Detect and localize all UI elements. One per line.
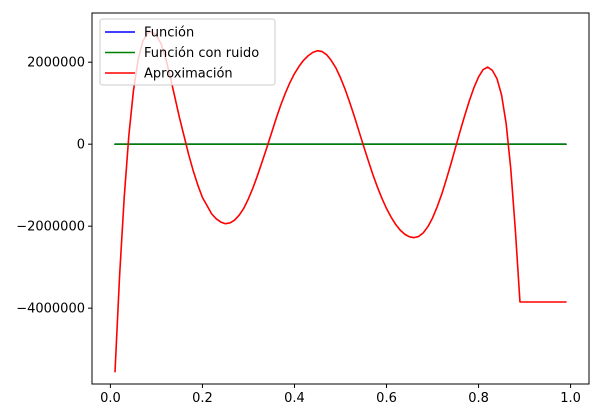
legend-frame — [99, 18, 276, 86]
series-line-2 — [114, 30, 567, 373]
y-tick-label: −2000000 — [16, 220, 85, 235]
x-tick-label: 0.8 — [468, 391, 489, 406]
y-tick-label: 2000000 — [27, 56, 85, 71]
x-tick-label: 0.0 — [100, 391, 121, 406]
y-tick-label: −4000000 — [16, 302, 85, 317]
legend-label-1: Función con ruido — [144, 46, 259, 61]
y-axis-ticks: −4000000 −2000000 0 2000000 — [16, 56, 92, 317]
y-tick-label: 0 — [77, 138, 85, 153]
x-tick-label: 0.6 — [376, 391, 397, 406]
x-axis-ticks: 0.0 0.2 0.4 0.6 0.8 1.0 — [100, 384, 581, 406]
legend: Función Función con ruido Aproximación — [99, 18, 276, 86]
axes-frame — [91, 12, 590, 385]
plot-area — [114, 30, 567, 373]
legend-label-2: Aproximación — [144, 67, 233, 82]
x-tick-label: 0.4 — [284, 391, 305, 406]
x-tick-label: 1.0 — [560, 391, 581, 406]
legend-label-0: Función — [144, 26, 194, 41]
x-tick-label: 0.2 — [192, 391, 213, 406]
